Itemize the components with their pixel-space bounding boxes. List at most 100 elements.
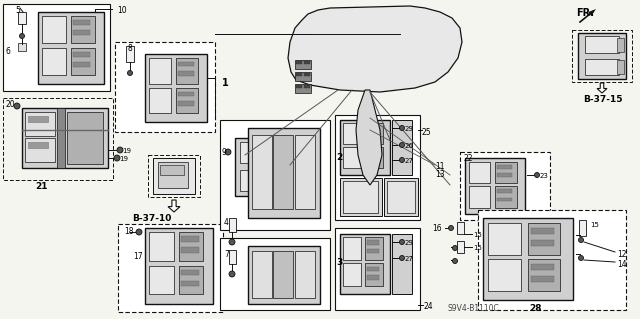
Bar <box>456 222 463 234</box>
Bar <box>387 181 415 213</box>
Bar <box>392 120 412 175</box>
Text: B-37-15: B-37-15 <box>583 95 623 104</box>
Bar <box>22 108 108 168</box>
Circle shape <box>136 229 142 235</box>
Bar <box>126 46 134 62</box>
Bar <box>178 92 194 96</box>
Bar <box>149 265 173 294</box>
Bar <box>367 150 380 154</box>
Circle shape <box>127 70 132 76</box>
Bar <box>340 178 382 216</box>
Bar <box>367 158 380 162</box>
Circle shape <box>399 158 404 162</box>
Bar <box>25 112 55 136</box>
Bar <box>179 232 204 261</box>
Circle shape <box>225 149 231 155</box>
Bar <box>618 38 624 52</box>
Text: 15: 15 <box>590 222 599 228</box>
Text: 7: 7 <box>224 250 229 259</box>
Circle shape <box>399 125 404 130</box>
Bar <box>495 186 516 208</box>
Bar <box>528 223 561 255</box>
Bar <box>367 249 380 253</box>
Circle shape <box>114 155 120 161</box>
Text: 15: 15 <box>473 232 482 238</box>
Bar <box>340 120 390 175</box>
Text: 24: 24 <box>424 302 434 311</box>
Bar <box>367 267 380 271</box>
Bar <box>572 30 632 82</box>
Bar <box>148 155 200 197</box>
Bar <box>296 61 302 64</box>
Bar <box>240 142 264 163</box>
Bar <box>3 98 113 180</box>
Bar <box>182 270 198 275</box>
Bar <box>235 138 269 196</box>
Bar <box>295 135 315 209</box>
Bar <box>392 234 412 294</box>
Bar <box>220 120 330 230</box>
Bar <box>495 162 516 183</box>
Bar <box>28 116 48 122</box>
Bar <box>3 4 110 91</box>
Polygon shape <box>168 200 180 212</box>
Text: 19: 19 <box>122 148 131 154</box>
Bar <box>335 115 420 220</box>
Bar <box>365 123 383 144</box>
Bar <box>528 259 561 291</box>
Bar <box>585 59 620 75</box>
Bar <box>149 232 173 261</box>
Bar <box>228 218 236 232</box>
Bar <box>478 210 626 310</box>
Bar <box>468 162 490 183</box>
Bar <box>343 181 378 213</box>
Bar <box>176 88 198 114</box>
Text: 1: 1 <box>222 78 228 88</box>
Bar <box>465 158 525 214</box>
Bar <box>295 251 315 298</box>
Polygon shape <box>356 90 382 185</box>
Text: 12: 12 <box>617 250 627 259</box>
Bar <box>74 30 90 35</box>
Bar <box>178 62 194 66</box>
Bar <box>115 42 215 132</box>
Circle shape <box>229 239 235 245</box>
Bar <box>42 48 66 75</box>
Text: 19: 19 <box>119 156 128 162</box>
Bar <box>343 123 361 144</box>
Text: 27: 27 <box>405 256 414 262</box>
Text: 6: 6 <box>6 47 11 56</box>
Bar <box>497 173 512 177</box>
Circle shape <box>579 238 584 242</box>
Bar <box>365 263 383 286</box>
Bar <box>295 84 311 93</box>
Text: 29: 29 <box>405 240 414 246</box>
Text: 25: 25 <box>422 128 431 137</box>
Bar <box>304 85 310 88</box>
Bar <box>579 220 586 236</box>
Bar <box>296 73 302 76</box>
Bar <box>148 58 171 84</box>
Circle shape <box>452 258 458 263</box>
Text: 26: 26 <box>405 143 414 149</box>
Bar <box>57 108 65 168</box>
Bar <box>263 172 268 190</box>
Text: 13: 13 <box>435 170 445 179</box>
Bar <box>367 241 380 245</box>
Text: 21: 21 <box>36 182 48 191</box>
Bar <box>340 234 390 294</box>
Bar <box>160 165 184 175</box>
Text: 20: 20 <box>6 100 15 109</box>
Bar <box>488 259 521 291</box>
Bar <box>71 48 95 75</box>
Text: 18: 18 <box>124 227 134 236</box>
Circle shape <box>449 226 454 231</box>
Bar <box>497 165 512 169</box>
Text: 29: 29 <box>405 126 414 132</box>
Bar <box>18 43 26 51</box>
Bar <box>531 240 554 246</box>
Bar <box>295 72 311 81</box>
Text: 4: 4 <box>224 218 229 227</box>
Bar <box>335 228 420 310</box>
Bar <box>343 147 361 168</box>
